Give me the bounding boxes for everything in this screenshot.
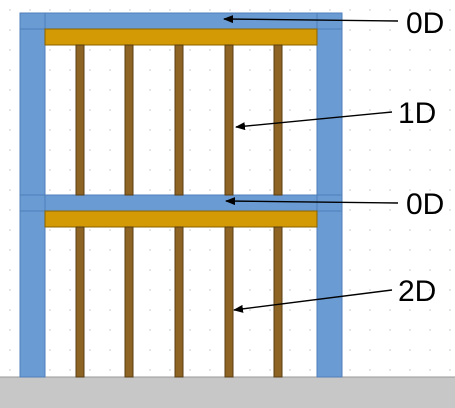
arrow-upper-studs	[235, 111, 393, 131]
label-upper-studs: 1D	[398, 97, 436, 130]
label-middle-beam: 0D	[406, 188, 444, 221]
lower-stud	[225, 227, 233, 377]
upper-stud	[274, 45, 282, 195]
stud-edge	[174, 44, 184, 196]
lower-plate	[45, 211, 317, 227]
upper-stud	[225, 45, 233, 195]
upper-stud	[76, 45, 84, 195]
stud-edge	[273, 226, 283, 378]
upper-stud	[175, 45, 183, 195]
stud-edges	[75, 44, 283, 378]
label-top-beam: 0D	[406, 7, 444, 40]
upper-plate	[45, 29, 317, 45]
ground-slab	[0, 377, 455, 408]
arrow-top-beam	[223, 15, 399, 24]
stud-edge	[174, 226, 184, 378]
top-beam	[20, 13, 342, 29]
label-lower-studs: 2D	[398, 275, 436, 308]
upper-studs	[76, 45, 282, 195]
stud-edge	[273, 44, 283, 196]
stud-edge	[224, 226, 234, 378]
arrow-middle-beam	[225, 197, 399, 206]
lower-stud	[175, 227, 183, 377]
lower-stud	[76, 227, 84, 377]
arrow-lower-studs	[233, 289, 393, 313]
stud-edge	[124, 226, 134, 378]
lower-studs	[76, 227, 282, 377]
upper-stud	[125, 45, 133, 195]
lower-stud	[125, 227, 133, 377]
stud-edge	[75, 44, 85, 196]
stud-edge	[224, 44, 234, 196]
lower-stud	[274, 227, 282, 377]
annotation-arrows	[223, 15, 399, 313]
stud-edge	[124, 44, 134, 196]
middle-beam	[20, 195, 342, 211]
stud-edge	[75, 226, 85, 378]
